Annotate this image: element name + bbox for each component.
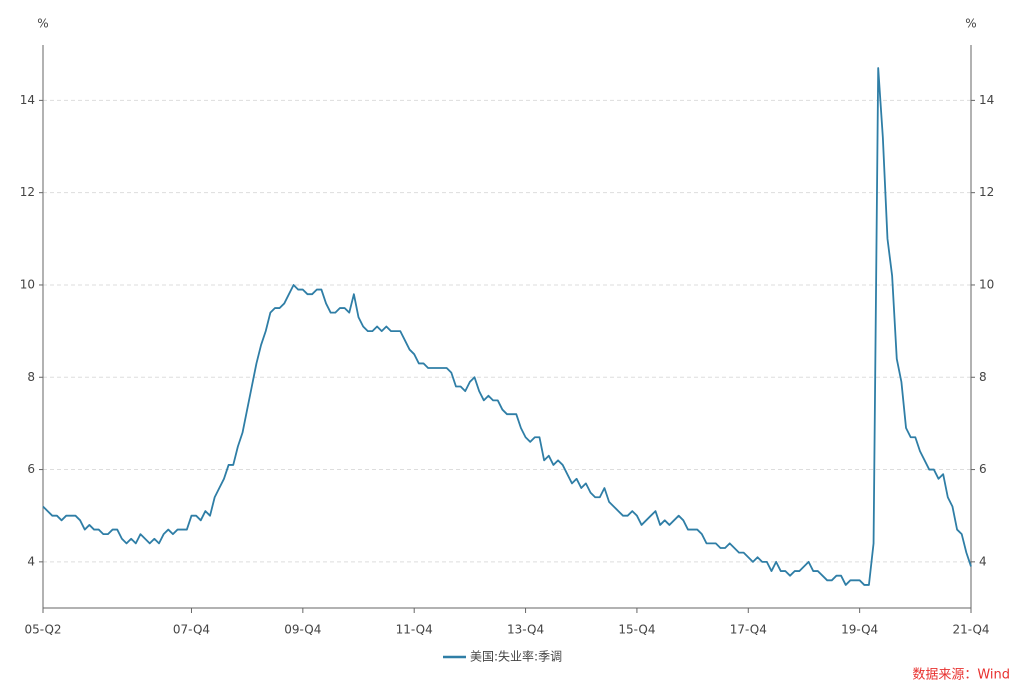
y2-tick-label: 12 xyxy=(979,185,994,199)
x-tick-label: 09-Q4 xyxy=(284,623,321,637)
x-tick-label: 05-Q2 xyxy=(24,623,61,637)
x-tick-label: 19-Q4 xyxy=(841,623,878,637)
x-tick-label: 17-Q4 xyxy=(730,623,767,637)
x-tick-label: 21-Q4 xyxy=(952,623,989,637)
source-note: 数据来源：Wind xyxy=(912,668,1010,683)
y2-tick-label: 10 xyxy=(979,277,994,291)
legend-label: 美国:失业率:季调 xyxy=(470,649,562,664)
x-tick-label: 11-Q4 xyxy=(396,623,433,637)
y2-tick-label: 4 xyxy=(979,554,987,568)
x-tick-label: 07-Q4 xyxy=(173,623,210,637)
y2-tick-label: 8 xyxy=(979,370,987,384)
y-tick-label: 6 xyxy=(27,462,35,476)
y-tick-label: 4 xyxy=(27,554,35,568)
y-axis-unit: % xyxy=(37,17,48,31)
y-tick-label: 12 xyxy=(20,185,35,199)
y2-tick-label: 6 xyxy=(979,462,987,476)
y-tick-label: 8 xyxy=(27,370,35,384)
y-tick-label: 14 xyxy=(20,93,35,107)
y-tick-label: 10 xyxy=(20,277,35,291)
y2-tick-label: 14 xyxy=(979,93,994,107)
x-tick-label: 15-Q4 xyxy=(618,623,655,637)
y2-axis-unit: % xyxy=(965,17,976,31)
x-tick-label: 13-Q4 xyxy=(507,623,544,637)
data-line xyxy=(42,67,972,586)
